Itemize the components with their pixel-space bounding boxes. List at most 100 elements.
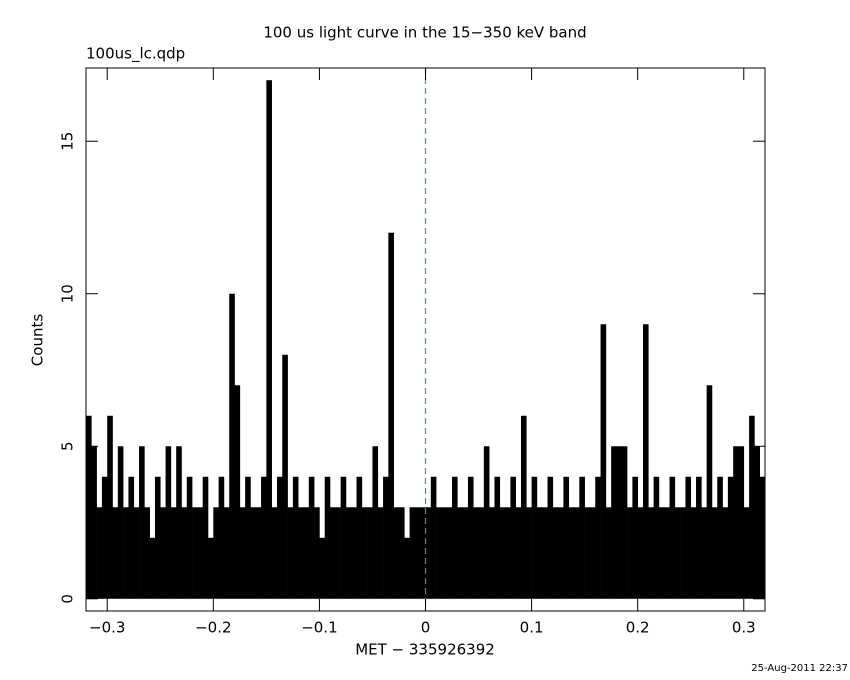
bar (743, 507, 750, 599)
bar (409, 507, 416, 599)
bar (706, 385, 713, 599)
bar (531, 476, 538, 599)
bar (558, 507, 564, 599)
bar (616, 446, 623, 599)
bar (239, 507, 246, 599)
bar (372, 446, 379, 599)
bar (86, 415, 92, 599)
bar (292, 476, 299, 599)
bar (574, 507, 580, 599)
bar (436, 507, 442, 599)
bar (754, 446, 760, 599)
bar (642, 324, 649, 599)
bar (452, 476, 458, 599)
bar (107, 415, 113, 599)
bar (611, 446, 617, 599)
x-axis-label: MET − 335926392 (355, 641, 495, 659)
bar (505, 507, 511, 599)
bar (563, 476, 570, 599)
bar (696, 476, 702, 599)
bar (133, 507, 140, 599)
bar (149, 537, 156, 599)
bar (621, 446, 628, 599)
bar (425, 507, 432, 599)
bar (520, 415, 527, 599)
x-tick-label: −0.3 (89, 619, 125, 637)
bar (340, 476, 347, 599)
bar (542, 507, 548, 599)
bar (181, 507, 188, 599)
bar (213, 507, 219, 599)
bar (722, 507, 729, 599)
bar (186, 476, 193, 599)
bar (298, 507, 304, 599)
bar (637, 507, 644, 599)
bar (123, 507, 129, 599)
bar (176, 446, 182, 599)
bar (356, 476, 363, 599)
bar (648, 507, 654, 599)
bar (441, 507, 448, 599)
bar (101, 476, 108, 599)
bar (165, 446, 172, 599)
bar (345, 507, 352, 599)
bar (218, 476, 225, 599)
bar (271, 507, 278, 599)
bar (144, 507, 150, 599)
bar (483, 446, 490, 599)
bar (547, 476, 554, 599)
bar (680, 507, 686, 599)
bar (568, 507, 575, 599)
bar (139, 446, 145, 599)
bar (510, 476, 516, 599)
bar (605, 507, 612, 599)
bar (282, 354, 288, 599)
x-tick-label: −0.2 (195, 619, 231, 637)
bar (351, 507, 357, 599)
timestamp: 25-Aug-2011 22:37 (751, 663, 848, 674)
bar (515, 507, 522, 599)
bar (494, 476, 501, 599)
x-tick-label: 0.3 (732, 619, 756, 637)
bar (499, 507, 506, 599)
bar (420, 507, 426, 599)
bar (398, 507, 405, 599)
bar (335, 507, 341, 599)
bar (91, 446, 97, 599)
y-tick-label: 0 (59, 594, 77, 604)
bar (308, 476, 315, 599)
bar (377, 507, 384, 599)
chart-title: 100 us light curve in the 15−350 keV ban… (263, 24, 586, 42)
y-tick-label: 15 (59, 132, 77, 151)
bar (388, 232, 394, 599)
bar (250, 507, 257, 599)
bar (324, 476, 331, 599)
bar (430, 476, 437, 599)
bar (690, 507, 697, 599)
plot-area (86, 80, 766, 599)
bar (234, 385, 241, 599)
bar (600, 324, 607, 599)
bar (276, 476, 283, 599)
bar (733, 446, 739, 599)
bar (393, 507, 400, 599)
bar (192, 507, 198, 599)
bar (595, 476, 601, 599)
bar (223, 507, 230, 599)
bar (658, 507, 665, 599)
bar (446, 507, 453, 599)
bar (128, 476, 135, 599)
bar (478, 507, 485, 599)
y-axis-label: Counts (29, 314, 47, 367)
bar (229, 293, 235, 599)
bar (112, 507, 119, 599)
bar (759, 476, 766, 599)
bar (685, 476, 692, 599)
bar (701, 507, 707, 599)
bar (361, 507, 368, 599)
bar (467, 476, 474, 599)
bar (117, 446, 124, 599)
bar (266, 80, 272, 599)
x-tick-label: 0.1 (520, 619, 544, 637)
